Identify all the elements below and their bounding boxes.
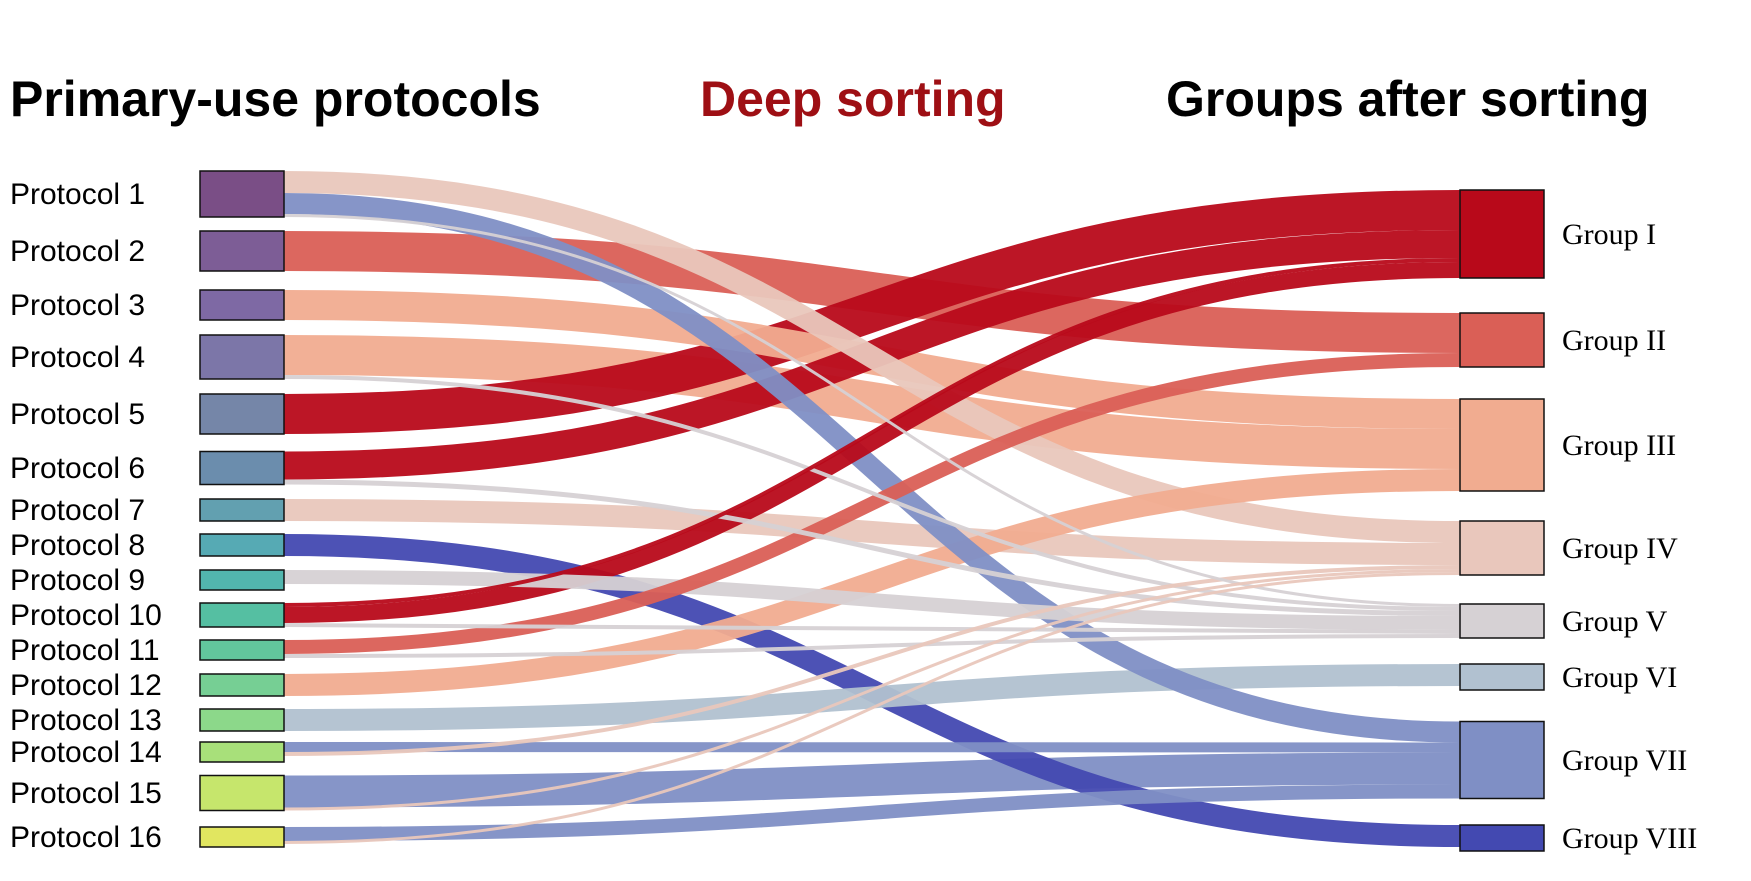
target-node-g6 <box>1459 663 1545 691</box>
source-node-p1 <box>199 170 285 218</box>
target-node-g4 <box>1459 520 1545 576</box>
flow-p13-to-g6 <box>283 664 1461 731</box>
source-node-p14 <box>199 741 285 763</box>
source-node-p3 <box>199 289 285 321</box>
target-node-g5 <box>1459 603 1545 639</box>
flow-p1-to-g5 <box>283 214 1461 607</box>
target-label-g3: Group III <box>1562 429 1676 462</box>
source-node-p5 <box>199 393 285 435</box>
source-node-p12 <box>199 673 285 697</box>
flow-p4-to-g5 <box>283 375 1461 611</box>
target-node-g7 <box>1459 720 1545 800</box>
target-label-g4: Group IV <box>1562 532 1678 565</box>
source-label-p5: Protocol 5 <box>10 398 145 431</box>
source-label-p4: Protocol 4 <box>10 341 145 374</box>
source-label-p14: Protocol 14 <box>10 736 162 769</box>
source-node-p13 <box>199 708 285 732</box>
flow-p16-to-g7 <box>283 784 1461 841</box>
target-label-g6: Group VI <box>1562 661 1677 694</box>
target-label-g5: Group V <box>1562 605 1668 638</box>
flow-p6-to-g5 <box>283 479 1461 616</box>
source-label-p7: Protocol 7 <box>10 494 145 527</box>
header-right: Groups after sorting <box>1166 71 1649 127</box>
target-node-g3 <box>1459 398 1545 492</box>
source-label-p2: Protocol 2 <box>10 235 145 268</box>
flow-p14-to-g4 <box>283 565 1461 756</box>
headers: Primary-use protocols Deep sorting Group… <box>10 71 1649 127</box>
target-node-g8 <box>1459 824 1545 852</box>
flows-layer <box>283 171 1461 847</box>
target-label-g7: Group VII <box>1562 744 1687 777</box>
flow-p10-to-g1 <box>283 258 1461 607</box>
target-label-g8: Group VIII <box>1562 822 1697 855</box>
source-node-p2 <box>199 230 285 272</box>
flow-p14-to-g7 <box>283 742 1461 753</box>
flow-p7-to-g4 <box>283 499 1461 565</box>
source-label-p3: Protocol 3 <box>10 289 145 322</box>
flow-p15-to-g4 <box>283 569 1461 811</box>
flow-p12-to-g3 <box>283 469 1461 696</box>
source-node-p10 <box>199 602 285 628</box>
source-label-p16: Protocol 16 <box>10 821 162 854</box>
source-nodes: Protocol 1 Protocol 2 Protocol 3 Protocol 4… <box>10 170 285 854</box>
source-node-p6 <box>199 450 285 486</box>
flow-p1-to-g7 <box>283 193 1461 743</box>
source-node-p8 <box>199 533 285 557</box>
target-label-g1: Group I <box>1562 218 1656 251</box>
target-node-g2 <box>1459 312 1545 368</box>
source-label-p8: Protocol 8 <box>10 529 145 562</box>
source-label-p15: Protocol 15 <box>10 777 162 810</box>
flow-p10-to-g1 <box>283 262 1461 623</box>
source-node-p11 <box>199 639 285 661</box>
source-label-p9: Protocol 9 <box>10 564 145 597</box>
flow-p5-to-g1 <box>283 190 1461 434</box>
target-node-g1 <box>1459 189 1545 279</box>
target-label-g2: Group II <box>1562 324 1666 357</box>
header-middle: Deep sorting <box>700 71 1006 127</box>
flow-p9-to-g5 <box>283 570 1461 630</box>
source-node-p16 <box>199 826 285 848</box>
flow-p11-to-g5 <box>283 634 1461 658</box>
source-label-p6: Protocol 6 <box>10 452 145 485</box>
flow-p11-to-g2 <box>283 353 1461 654</box>
source-node-p4 <box>199 334 285 380</box>
flow-p1-to-g4 <box>283 171 1461 543</box>
source-node-p7 <box>199 498 285 522</box>
source-label-p10: Protocol 10 <box>10 599 162 632</box>
source-label-p1: Protocol 1 <box>10 178 145 211</box>
source-node-p9 <box>199 569 285 591</box>
target-nodes: Group I Group II Group III Group IV Group V G… <box>1459 189 1697 855</box>
source-node-p15 <box>199 774 285 812</box>
header-left: Primary-use protocols <box>10 71 541 127</box>
source-label-p12: Protocol 12 <box>10 669 162 702</box>
flow-p4-to-g3 <box>283 335 1461 469</box>
flow-p15-to-g7 <box>283 752 1461 808</box>
flow-p10-to-g5 <box>283 623 1461 634</box>
source-label-p13: Protocol 13 <box>10 704 162 737</box>
source-label-p11: Protocol 11 <box>10 634 160 667</box>
flow-p16-to-g4 <box>283 572 1461 844</box>
